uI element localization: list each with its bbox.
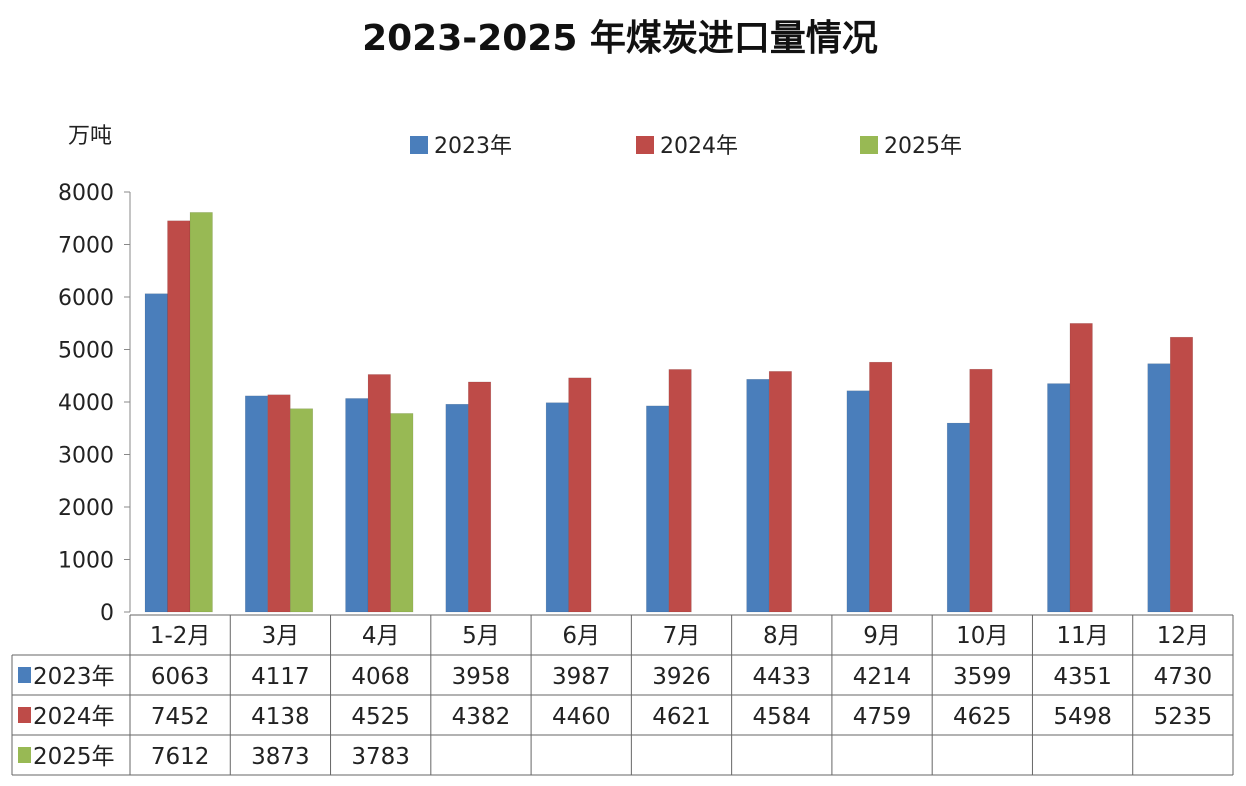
table-cell-value: 4433	[752, 664, 811, 690]
table-cell-value: 5235	[1154, 704, 1213, 730]
table-legend-swatch	[18, 747, 31, 763]
table-cell-value: 6063	[151, 664, 210, 690]
legend-label: 2024年	[660, 134, 738, 159]
bar-2025年-4月	[390, 413, 414, 613]
bar-2024年-8月	[768, 371, 792, 613]
table-cell-value: 3926	[652, 664, 711, 690]
x-tick-label: 6月	[562, 623, 600, 649]
bar-2023年-8月	[746, 379, 770, 613]
bar-2024年-5月	[468, 381, 492, 613]
x-tick-label: 3月	[262, 623, 300, 649]
bar-2023年-11月	[1047, 383, 1071, 613]
y-tick-label: 7000	[58, 234, 114, 259]
y-axis: 0 1000 2000 3000 4000 5000 6000 7000 8000	[58, 181, 131, 626]
legend-label: 2023年	[434, 134, 512, 159]
table-cell-value: 3958	[452, 664, 511, 690]
table-cell-value: 7612	[151, 744, 210, 770]
legend-label: 2025年	[884, 134, 962, 159]
bar-2024年-12月	[1169, 336, 1193, 613]
bar-2023年-1-2月	[144, 293, 168, 613]
table-cell-value: 4621	[652, 704, 711, 730]
data-table: 1-2月 3月 4月 5月 6月 7月 8月 9月 10月 11月 12月 2023年 6063 4117…	[11, 614, 1234, 776]
bar-2024年-4月	[367, 374, 391, 613]
x-tick-label: 10月	[956, 623, 1008, 649]
table-series-label: 2024年	[33, 704, 115, 730]
y-tick-label: 3000	[58, 444, 114, 469]
y-tick-label: 6000	[58, 286, 114, 311]
table-cell-value: 4382	[452, 704, 511, 730]
table-series-label: 2025年	[33, 744, 115, 770]
bar-2023年-6月	[545, 402, 569, 613]
x-tick-label: 1-2月	[150, 623, 211, 649]
table-cell-value: 3987	[552, 664, 611, 690]
bar-2023年-5月	[445, 403, 469, 613]
legend-swatch	[410, 136, 428, 154]
table-cell-value: 4117	[251, 664, 310, 690]
y-tick-label: 0	[100, 601, 114, 626]
bar-2024年-9月	[869, 361, 893, 613]
table-cell-value: 4351	[1053, 664, 1112, 690]
bar-2023年-3月	[245, 395, 269, 613]
table-cell-value: 4759	[853, 704, 912, 730]
table-cell-value: 4460	[552, 704, 611, 730]
x-tick-label: 5月	[462, 623, 500, 649]
table-cell-value: 3599	[953, 664, 1012, 690]
bar-2023年-12月	[1147, 363, 1171, 613]
table-cell-value: 7452	[151, 704, 210, 730]
bar-2024年-11月	[1069, 323, 1093, 613]
bar-2024年-3月	[267, 394, 291, 613]
bar-2025年-1-2月	[189, 212, 213, 613]
bar-2024年-6月	[568, 377, 592, 613]
y-tick-label: 1000	[58, 549, 114, 574]
y-axis-label: 万吨	[68, 124, 112, 149]
y-tick-label: 8000	[58, 181, 114, 206]
legend-swatch	[860, 136, 878, 154]
bar-2023年-9月	[846, 390, 870, 613]
legend-swatch	[636, 136, 654, 154]
table-cell-value: 4625	[953, 704, 1012, 730]
table-series-label: 2023年	[33, 664, 115, 690]
table-cell-value: 4068	[351, 664, 410, 690]
table-cell-value: 4525	[351, 704, 410, 730]
legend: 2023年 2024年 2025年	[410, 134, 962, 159]
bar-2024年-7月	[668, 369, 692, 613]
y-tick-label: 2000	[58, 496, 114, 521]
table-cell-value: 3783	[351, 744, 410, 770]
x-tick-label: 12月	[1157, 623, 1209, 649]
table-legend-swatch	[18, 667, 31, 683]
bar-2024年-10月	[969, 368, 993, 613]
x-tick-label: 9月	[863, 623, 901, 649]
x-tick-label: 4月	[362, 623, 400, 649]
bar-2023年-7月	[646, 405, 670, 613]
table-cell-value: 4584	[752, 704, 811, 730]
table-cell-value: 4214	[853, 664, 912, 690]
chart-title: 2023-2025 年煤炭进口量情况	[362, 18, 878, 59]
y-tick-label: 4000	[58, 391, 114, 416]
table-legend-swatch	[18, 707, 31, 723]
y-tick-label: 5000	[58, 339, 114, 364]
bar-2023年-10月	[946, 422, 970, 613]
bar-2024年-1-2月	[167, 220, 191, 613]
x-tick-label: 8月	[763, 623, 801, 649]
x-tick-label: 7月	[663, 623, 701, 649]
table-cell-value: 3873	[251, 744, 310, 770]
bars	[144, 212, 1193, 613]
table-cell-value: 4138	[251, 704, 310, 730]
x-tick-label: 11月	[1056, 623, 1108, 649]
bar-2023年-4月	[345, 398, 369, 613]
table-cell-value: 4730	[1154, 664, 1213, 690]
table-cell-value: 5498	[1053, 704, 1112, 730]
bar-2025年-3月	[290, 408, 314, 613]
